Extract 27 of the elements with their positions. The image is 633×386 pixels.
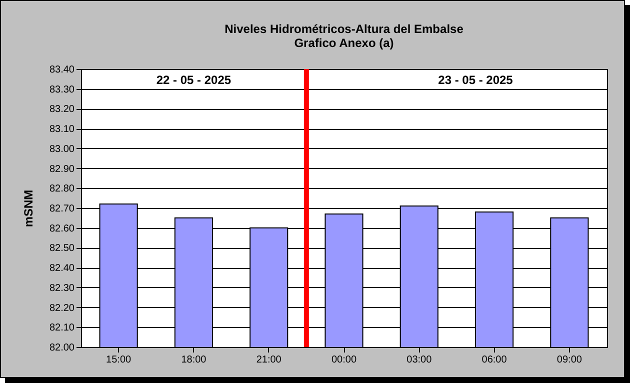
x-tick-label: 09:00 (556, 354, 582, 366)
x-tick-label: 18:00 (181, 354, 207, 366)
annotation: 23 - 05 - 2025 (438, 73, 514, 87)
y-tick-label: 83.10 (49, 124, 75, 136)
y-tick-label: 82.30 (49, 282, 75, 294)
x-tick-label: 03:00 (406, 354, 432, 366)
y-tick-label: 82.20 (49, 302, 75, 314)
y-axis-title: mSNM (21, 190, 36, 228)
chart-subtitle: Grafico Anexo (a) (294, 36, 394, 50)
x-tick-label: 00:00 (331, 354, 357, 366)
y-tick-label: 83.40 (49, 64, 75, 76)
y-tick-label: 82.40 (49, 263, 75, 274)
annotation: 22 - 05 - 2025 (156, 73, 232, 87)
x-tick-label: 15:00 (106, 354, 132, 366)
y-tick-label: 82.60 (49, 223, 75, 234)
y-tick-label: 82.90 (49, 164, 75, 175)
y-tick-label: 82.00 (49, 342, 75, 354)
y-tick-label: 83.20 (49, 104, 75, 116)
x-tick-label: 06:00 (482, 354, 508, 366)
y-tick-label: 82.70 (49, 204, 75, 214)
y-tick-label: 82.10 (49, 322, 75, 334)
x-tick-label: 21:00 (256, 354, 282, 366)
y-tick-label: 82.80 (49, 184, 75, 195)
y-tick-label: 83.00 (49, 144, 75, 155)
y-tick-label: 83.30 (49, 84, 75, 96)
chart-title: Niveles Hidrométricos-Altura del Embalse (224, 22, 464, 36)
y-tick-label: 82.50 (49, 243, 75, 254)
